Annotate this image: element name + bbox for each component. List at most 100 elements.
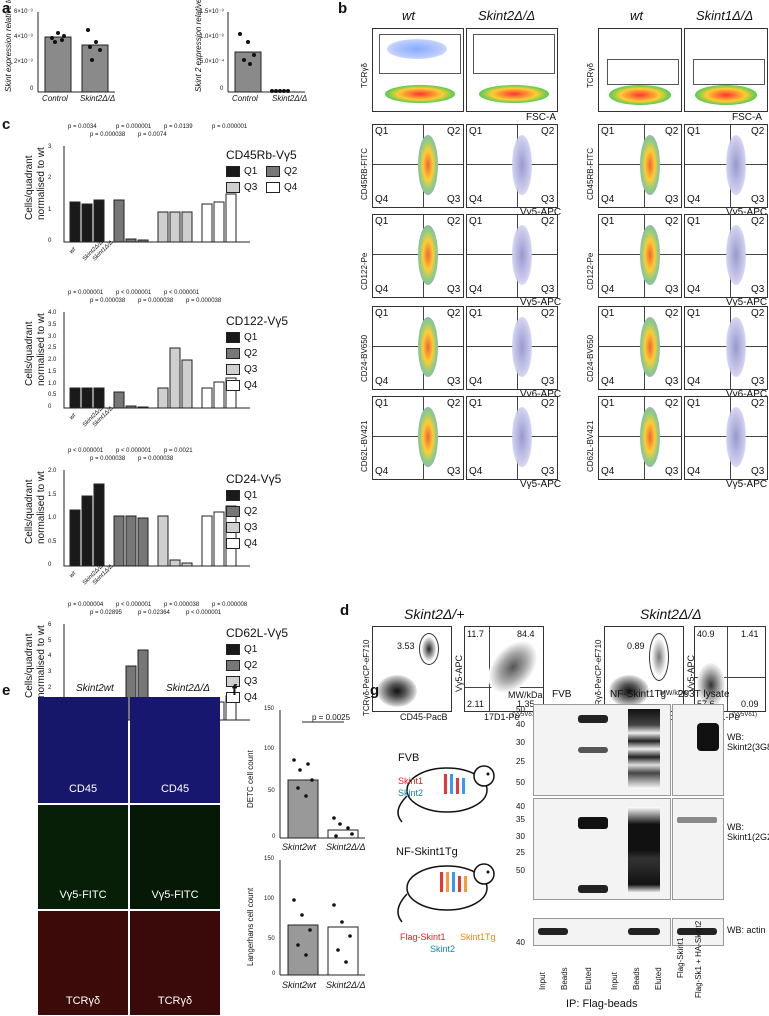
quadrant-label: Q3 [665, 466, 679, 477]
bar-Q2-0 [113, 515, 125, 567]
panel-f-cat-bot-0: Skint2wt [282, 980, 317, 990]
panel-b-plot-r3c2: Q1 Q2 Q3 Q4 [466, 214, 558, 298]
legend-label: Q2 [244, 348, 258, 359]
panel-d-ylabel-2: Vγ5-APC [454, 654, 464, 692]
panel-g-wb-2: WB: actin [727, 925, 766, 935]
blot-mid-293 [672, 798, 724, 900]
bar-Q1-1 [81, 203, 93, 243]
bar-Q4-0 [201, 387, 213, 409]
pvalue-top: p = 0.0139 [164, 124, 193, 130]
bar-Q4-0 [201, 515, 213, 567]
panel-a-left-tick-0: 6×10⁻³ [14, 9, 33, 15]
ytick: 4.0 [48, 310, 57, 316]
bar-Q3-0 [157, 387, 169, 409]
quadrant-label: Q3 [541, 194, 555, 205]
ytick: 0 [48, 238, 52, 244]
bar-Q3-1 [169, 211, 181, 243]
panel-g-mouse1-name: FVB [398, 752, 420, 764]
panel-b-plot-r2c2: Q1 Q2 Q3 Q4 [466, 124, 558, 208]
legend-swatch [226, 522, 240, 533]
quadrant-label: Q4 [687, 376, 701, 387]
panel-e-row-0b: CD45 [160, 783, 190, 795]
pvalue-bottom: p = 0.000038 [186, 298, 222, 304]
legend-label: Q3 [244, 676, 258, 687]
panel-a-left-cat-1: Skint2Δ/Δ [80, 94, 116, 103]
panel-f-cat-top-1: Skint2Δ/Δ [326, 842, 366, 852]
legend-swatch [226, 490, 240, 501]
bar-Q3-1 [169, 347, 181, 409]
panel-d-plot-2: 11.7 84.4 2.11 1.35 [464, 626, 544, 712]
panel-e-img-tcr-ko: TCRγδ [130, 911, 220, 1015]
panel-c-legend-1-Q3: Q3 [226, 182, 257, 193]
quadrant-label: Q4 [375, 194, 389, 205]
panel-g-mwkda-2: MW/kDa [660, 690, 687, 697]
ytick: 0 [48, 404, 52, 410]
panel-c-legend-4-Q4: Q4 [226, 692, 257, 703]
quadrant-label: Q4 [687, 194, 701, 205]
panel-c-ylabel1-4: Cells/quadrant [24, 633, 35, 698]
quadrant-label: Q4 [375, 376, 389, 387]
panel-b-plot-r3c3: Q1 Q2 Q3 Q4 [598, 214, 682, 298]
panel-b-plot-r5c4: Q1 Q2 Q3 Q4 [684, 396, 768, 480]
ytick: 3.5 [48, 321, 57, 328]
panel-d-q-r-0: 40.9 [697, 629, 715, 639]
panel-b-plot-r3c4: Q1 Q2 Q3 Q4 [684, 214, 768, 298]
pvalue-top: p = 0.000004 [68, 602, 104, 608]
panel-c-legend-2-Q3: Q3 [226, 364, 257, 375]
panel-e-row-0a: CD45 [68, 783, 98, 795]
quadrant-label: Q3 [541, 284, 555, 295]
pvalue-bottom: p = 0.000038 [90, 298, 126, 304]
ytick: 3.0 [48, 333, 57, 340]
panel-f-pval: p = 0.0025 [312, 713, 351, 722]
legend-label: Q1 [244, 166, 258, 177]
bar-Q4-1 [213, 511, 225, 567]
quadrant-label: Q4 [687, 466, 701, 477]
bar-Q2-1 [125, 238, 137, 243]
panel-b-xlabel-r5-1: Vγ5-APC [726, 479, 768, 490]
quadrant-label: Q1 [687, 216, 701, 227]
panel-b-xlabel-r4-1: Vγ6-APC [726, 389, 768, 400]
panel-d-q-r-1: 1.41 [741, 629, 759, 639]
mw-marker: 50 [516, 705, 525, 714]
panel-d-title-right: Skint2Δ/Δ [640, 606, 702, 622]
ytick: 1.5 [48, 368, 57, 375]
panel-b-xlabel-r2-1: Vγ5-APC [726, 207, 768, 218]
pvalue-top: p = 0.000001 [116, 124, 152, 130]
panel-e-img-vg5-wt: Vγ5-FITC [38, 805, 128, 909]
panel-a-left-tick-3: 0 [30, 86, 34, 92]
panel-g-mwkda: MW/kDa [508, 690, 543, 700]
legend-swatch [266, 182, 280, 193]
lane-label: Input [538, 972, 547, 990]
panel-d-label: d [340, 602, 350, 619]
quadrant-label: Q1 [375, 398, 389, 409]
pvalue-top: p = 0.000008 [212, 602, 248, 608]
panel-b-header-0: wt [402, 8, 415, 23]
quadrant-label: Q3 [447, 194, 461, 205]
panel-c-legend-1-Q4: Q4 [266, 182, 297, 193]
quadrant-label: Q2 [447, 398, 461, 409]
mw-marker: 40 [516, 720, 525, 729]
quadrant-label: Q1 [687, 398, 701, 409]
lane-label: Beads [632, 967, 641, 990]
panel-b-plot-r2c3: Q1 Q2 Q3 Q4 [598, 124, 682, 208]
bar-Q1-2 [93, 387, 105, 409]
panel-g-group-2: 293T lysate [678, 689, 730, 700]
blot-top-293 [672, 704, 724, 796]
ytick: 5 [48, 637, 52, 644]
panel-d-gate-left: 3.53 [397, 641, 415, 651]
panel-f-top-tick-3: 0 [272, 834, 276, 840]
mw-marker: 40 [516, 938, 525, 947]
panel-b-row1-ylabel-right: TCRγδ [586, 63, 595, 88]
quadrant-label: Q4 [375, 284, 389, 295]
panel-b-row1-xlabel-left: FSC-A [526, 112, 556, 123]
panel-b-xlabel-r3-0: Vγ5-APC [520, 297, 562, 308]
legend-label: Q3 [244, 364, 258, 375]
bar-Q1-2 [93, 483, 105, 567]
panel-b-plot-r3c1: Q1 Q2 Q3 Q4 [372, 214, 464, 298]
panel-g-label: g [370, 682, 380, 699]
pvalue-top: p < 0.000001 [68, 448, 104, 454]
panel-c-legend-2-Q4: Q4 [226, 380, 257, 391]
mw-marker: 50 [516, 778, 525, 787]
panel-e-img-cd45-wt: CD45 [38, 697, 128, 803]
panel-c-title-4: CD62L-Vγ5 [226, 626, 289, 640]
